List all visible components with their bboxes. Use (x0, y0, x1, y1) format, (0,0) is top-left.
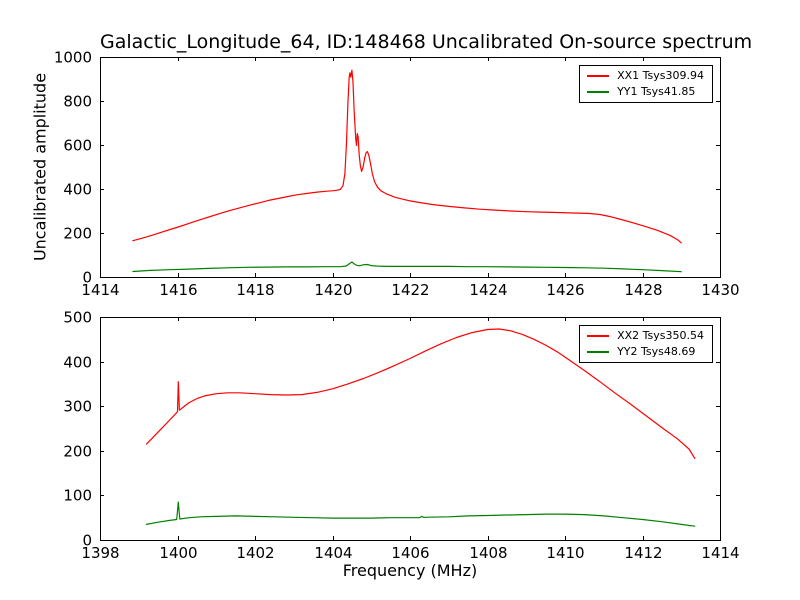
svg-text:1420: 1420 (314, 281, 352, 299)
svg-text:1414: 1414 (701, 544, 739, 562)
svg-text:1416: 1416 (159, 281, 197, 299)
svg-text:1398: 1398 (81, 544, 119, 562)
svg-text:200: 200 (63, 443, 92, 461)
svg-text:1406: 1406 (391, 544, 429, 562)
legend-label-yy2: YY2 Tsys48.69 (617, 345, 696, 358)
svg-text:1410: 1410 (546, 544, 584, 562)
figure-title: Galactic_Longitude_64, ID:148468 Uncalib… (100, 31, 753, 53)
legend-entry-xx1: XX1 Tsys309.94 (587, 70, 704, 82)
legend-label-xx2: XX2 Tsys350.54 (617, 329, 704, 342)
svg-text:1428: 1428 (624, 281, 662, 299)
y-axis-label: Uncalibrated amplitude (30, 72, 50, 262)
svg-text:1400: 1400 (159, 544, 197, 562)
yy1-line-swatch (587, 91, 610, 93)
svg-text:600: 600 (63, 137, 92, 155)
svg-text:1000: 1000 (54, 49, 92, 67)
svg-text:800: 800 (63, 93, 92, 111)
svg-text:500: 500 (63, 309, 92, 327)
svg-text:1408: 1408 (469, 544, 507, 562)
svg-text:1418: 1418 (236, 281, 274, 299)
legend-entry-yy2: YY2 Tsys48.69 (587, 346, 704, 358)
legend-entry-xx2: XX2 Tsys350.54 (587, 330, 704, 342)
legend-top-subplot: XX1 Tsys309.94 YY1 Tsys41.85 (579, 65, 713, 103)
svg-text:0: 0 (82, 532, 92, 550)
svg-text:1422: 1422 (391, 281, 429, 299)
svg-text:1402: 1402 (236, 544, 274, 562)
legend-entry-yy1: YY1 Tsys41.85 (587, 86, 704, 98)
yy2-line-swatch (587, 351, 610, 353)
svg-text:1426: 1426 (546, 281, 584, 299)
legend-label-xx1: XX1 Tsys309.94 (617, 69, 704, 82)
legend-label-yy1: YY1 Tsys41.85 (617, 85, 696, 98)
svg-text:300: 300 (63, 398, 92, 416)
x-axis-label: Frequency (MHz) (342, 561, 478, 580)
svg-text:400: 400 (63, 354, 92, 372)
legend-bottom-subplot: XX2 Tsys350.54 YY2 Tsys48.69 (579, 325, 713, 363)
xx2-line-swatch (587, 335, 610, 337)
svg-text:1424: 1424 (469, 281, 507, 299)
svg-text:0: 0 (82, 269, 92, 287)
svg-text:1414: 1414 (81, 281, 119, 299)
svg-text:400: 400 (63, 181, 92, 199)
xx1-line-swatch (587, 75, 610, 77)
svg-text:200: 200 (63, 225, 92, 243)
svg-text:1404: 1404 (314, 544, 352, 562)
svg-text:1412: 1412 (624, 544, 662, 562)
svg-text:100: 100 (63, 487, 92, 505)
svg-text:1430: 1430 (701, 281, 739, 299)
